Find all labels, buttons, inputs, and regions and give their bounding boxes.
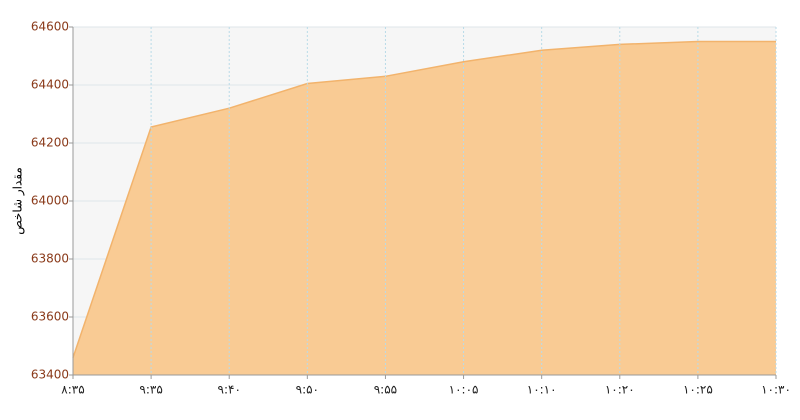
x-tick-label: ۹:۴۰ <box>218 383 241 397</box>
area <box>73 41 776 375</box>
y-tick-label: 64600 <box>31 20 69 34</box>
x-tick-label: ۹:۵۰ <box>296 383 319 397</box>
line <box>72 40 776 358</box>
x-tick-label: ۱۰:۰۵ <box>449 383 479 397</box>
y-tick-label: 63400 <box>31 368 69 382</box>
x-tick-label: ۸:۳۵ <box>61 383 84 397</box>
x-tick-label: ۱۰:۲۵ <box>683 383 713 397</box>
y-tick-label: 63600 <box>31 310 69 324</box>
x-tick-label: ۹:۳۵ <box>139 383 162 397</box>
x-tick-label: ۱۰:۱۰ <box>527 383 557 397</box>
y-axis-label: مقدار شاخص <box>11 167 26 235</box>
y-tick-label: 64200 <box>31 136 69 150</box>
y-tick-label: 63800 <box>31 252 69 266</box>
x-tick-label: ۱۰:۲۰ <box>605 383 635 397</box>
y-tick-label: 64400 <box>31 78 69 92</box>
x-tick-label: ۱۰:۳۰ <box>761 383 791 397</box>
y-tick-label: 64000 <box>31 194 69 208</box>
x-tick-label: ۹:۵۵ <box>374 383 397 397</box>
